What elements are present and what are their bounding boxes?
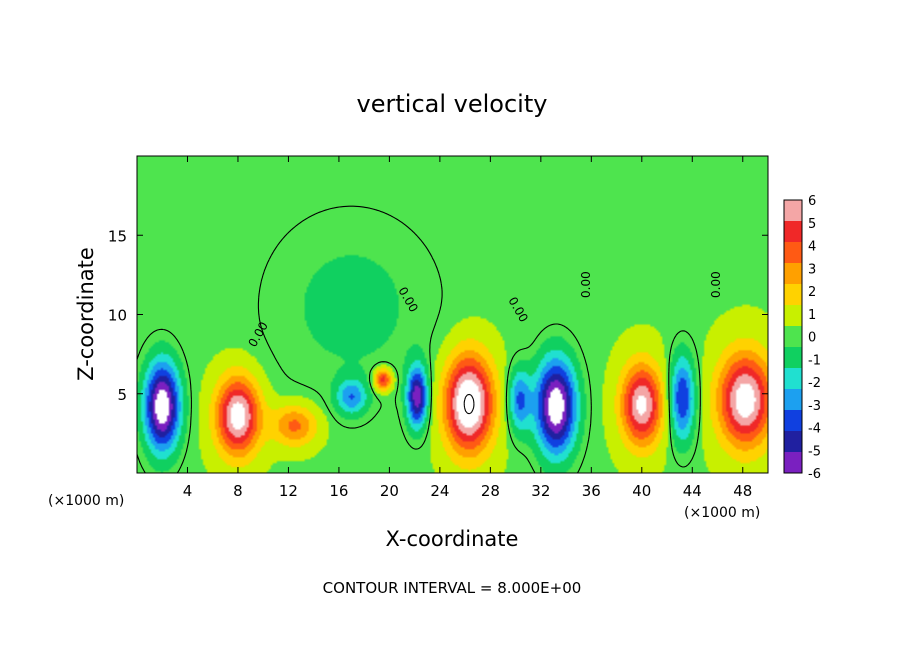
contour-label: 0.00 xyxy=(709,271,723,298)
y-tick-label: 10 xyxy=(108,307,127,325)
y-axis-label: Z-coordinate xyxy=(74,247,98,381)
x-tick-label: 24 xyxy=(430,482,449,500)
colorbar-tick-label: 3 xyxy=(808,262,816,277)
colorbar-swatch xyxy=(784,200,802,222)
x-tick-label: 44 xyxy=(683,482,702,500)
colorbar-swatch xyxy=(784,263,802,285)
x-unit-label-right: (×1000 m) xyxy=(684,505,760,521)
x-tick-label: 32 xyxy=(531,482,550,500)
colorbar-tick-label: -4 xyxy=(808,422,821,437)
contour-line xyxy=(137,205,701,473)
colorbar-swatch xyxy=(784,326,802,348)
colorbar-swatch xyxy=(784,389,802,411)
contour-lines xyxy=(137,205,701,473)
colorbar-tick-label: 1 xyxy=(808,308,816,323)
x-tick-label: 8 xyxy=(233,482,243,500)
x-unit-label-left: (×1000 m) xyxy=(48,493,124,509)
colorbar-swatch xyxy=(784,431,802,453)
plot-area: 0.00 0.00 0.00 0.00 0.00 xyxy=(136,155,769,474)
x-axis-ticks: 4 8 12 16 20 24 28 32 36 40 44 48 xyxy=(183,156,752,500)
x-tick-label: 36 xyxy=(582,482,601,500)
contour-label: 0.00 xyxy=(579,271,593,298)
colorbar-tick-label: 5 xyxy=(808,217,816,232)
colorbar-tick-label: -2 xyxy=(808,376,821,391)
colorbar-swatch xyxy=(784,284,802,306)
colorbar-tick-label: -3 xyxy=(808,399,821,414)
contour-line xyxy=(463,393,475,415)
contour-interval-note: CONTOUR INTERVAL = 8.000E+00 xyxy=(323,579,582,597)
colorbar-tick-label: 2 xyxy=(808,285,816,300)
colorbar-swatch xyxy=(784,410,802,432)
x-tick-label: 16 xyxy=(329,482,348,500)
x-tick-label: 4 xyxy=(183,482,193,500)
colorbar-tick-label: 0 xyxy=(808,331,816,346)
y-tick-label: 5 xyxy=(117,386,127,404)
x-axis-label: X-coordinate xyxy=(386,527,519,551)
colorbar-tick-label: 4 xyxy=(808,240,816,255)
colorbar-tick-label: 6 xyxy=(808,194,816,209)
x-tick-label: 40 xyxy=(632,482,651,500)
y-axis-ticks: 5 10 15 xyxy=(108,227,768,404)
x-tick-label: 48 xyxy=(733,482,752,500)
colorbar-swatch xyxy=(784,452,802,474)
colorbar-frame xyxy=(783,199,803,474)
x-tick-label: 28 xyxy=(481,482,500,500)
colorbar: 6 5 4 3 2 1 0 -1 -2 -3 -4 -5 -6 xyxy=(783,194,821,482)
colorbar-swatch xyxy=(784,368,802,390)
x-tick-label: 20 xyxy=(380,482,399,500)
chart-title: vertical velocity xyxy=(357,90,548,118)
colorbar-swatch xyxy=(784,347,802,369)
colorbar-swatch xyxy=(784,305,802,327)
velocity-heatmap xyxy=(137,156,768,473)
colorbar-swatch xyxy=(784,221,802,243)
colorbar-tick-label: -1 xyxy=(808,353,821,368)
y-tick-label: 15 xyxy=(108,227,127,245)
x-tick-label: 12 xyxy=(279,482,298,500)
colorbar-tick-label: -6 xyxy=(808,467,821,482)
colorbar-tick-label: -5 xyxy=(808,444,821,459)
colorbar-swatch xyxy=(784,242,802,264)
